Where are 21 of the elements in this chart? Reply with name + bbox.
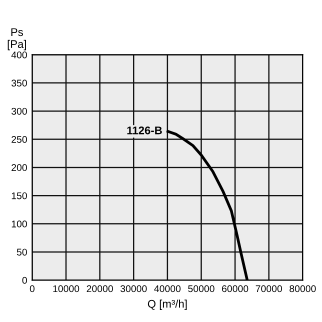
x-tick-label: 50000 xyxy=(188,285,214,292)
x-tick-label: 70000 xyxy=(256,285,282,292)
y-tick-label: 250 xyxy=(12,136,27,143)
x-tick-label: 20000 xyxy=(86,285,113,292)
x-axis-title: Q [m³/h] xyxy=(148,300,187,310)
y-tick-label: 150 xyxy=(12,192,27,200)
x-tick-label: 80000 xyxy=(290,285,316,292)
y-tick-label: 0 xyxy=(22,276,27,284)
y-tick-label: 350 xyxy=(11,80,27,87)
series-label: 1126-B xyxy=(127,126,162,134)
x-tick-label: 0 xyxy=(30,285,35,292)
x-tick-label: 60000 xyxy=(222,285,248,292)
x-tick-label: 10000 xyxy=(53,285,80,292)
y-tick-label: 400 xyxy=(11,51,27,58)
x-tick-label: 30000 xyxy=(120,285,147,292)
y-axis-title: Ps [Pa] xyxy=(8,28,26,50)
y-tick-label: 200 xyxy=(12,164,27,172)
y-tick-label: 100 xyxy=(12,220,27,228)
x-tick-label: 40000 xyxy=(154,285,181,292)
y-tick-label: 50 xyxy=(16,248,27,256)
y-tick-label: 300 xyxy=(11,108,27,115)
